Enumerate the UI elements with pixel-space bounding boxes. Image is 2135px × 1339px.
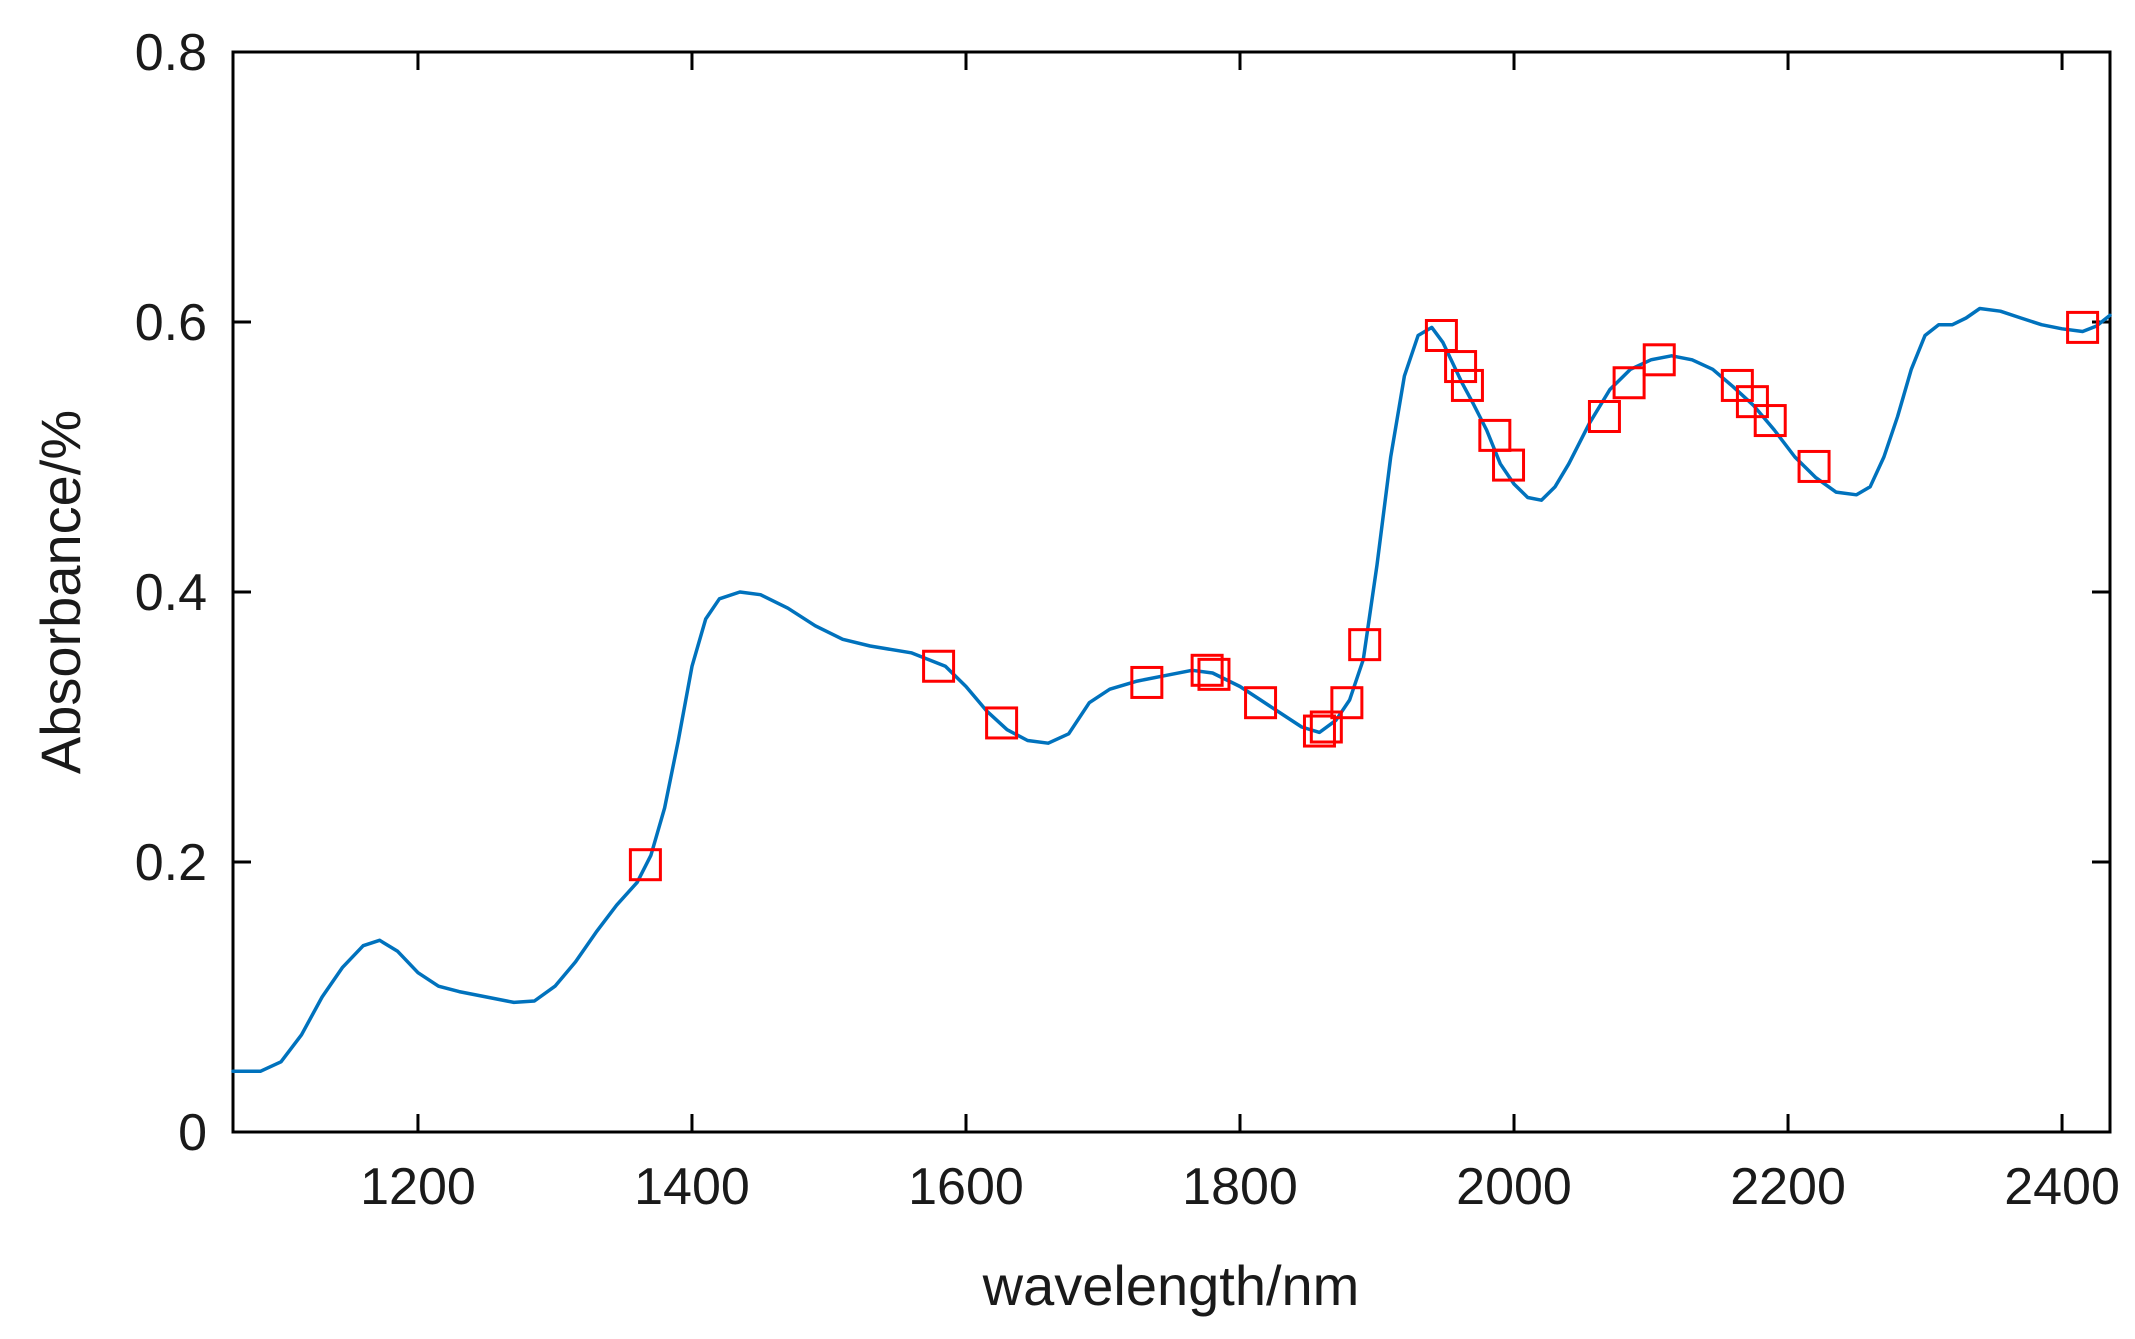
selected-wavelength-marker [1244, 686, 1278, 720]
selected-wavelength-marker [922, 649, 956, 683]
selected-wavelength-marker [1309, 710, 1343, 744]
x-tick-label: 1400 [634, 1158, 750, 1216]
y-tick-label: 0 [178, 1104, 207, 1162]
selected-wavelength-marker [1642, 343, 1676, 377]
x-tick-label: 1200 [360, 1158, 476, 1216]
plot-area [231, 50, 2112, 1134]
selected-wavelength-marker [1753, 404, 1787, 438]
selected-wavelength-marker [2066, 310, 2100, 344]
selected-wavelength-marker [1450, 368, 1484, 402]
plot-series [231, 306, 2112, 1074]
x-tick-label: 2000 [1456, 1158, 1572, 1216]
selected-wavelength-marker [1492, 448, 1526, 482]
x-tick-label: 1600 [908, 1158, 1024, 1216]
y-axis-ticks: 0 0.2 0.4 0.6 0.8 [135, 24, 2110, 1162]
selected-wavelength-marker [1612, 366, 1646, 400]
x-tick-label: 1800 [1182, 1158, 1298, 1216]
selected-wavelength-marker [628, 848, 662, 882]
selected-wavelength-marker [1444, 350, 1478, 384]
selected-wavelength-marker [1130, 665, 1164, 699]
x-axis-ticks: 1200 1400 1600 1800 2000 2200 2400 [360, 52, 2120, 1216]
selected-wavelength-marker [1735, 385, 1769, 419]
y-tick-label: 0.8 [135, 24, 207, 82]
selected-wavelength-marker [1197, 657, 1231, 691]
x-axis-label: wavelength/nm [982, 1254, 1360, 1317]
y-tick-label: 0.6 [135, 294, 207, 352]
selected-wavelength-marker [985, 706, 1019, 740]
selected-wavelength-marker [1587, 400, 1621, 433]
selected-wavelength-marker [1797, 449, 1831, 483]
selected-wavelength-marker [1302, 714, 1336, 748]
x-tick-label: 2200 [1730, 1158, 1846, 1216]
selected-wavelength-marker [1190, 653, 1224, 687]
x-tick-label: 2400 [2004, 1158, 2120, 1216]
y-axis-label: Absorbance/% [29, 410, 92, 774]
selected-wavelength-marker [1348, 628, 1382, 662]
selected-wavelength-marker [1424, 319, 1458, 352]
y-tick-label: 0.4 [135, 564, 207, 622]
selected-wavelength-marker [1330, 686, 1364, 720]
y-tick-label: 0.2 [135, 834, 207, 892]
